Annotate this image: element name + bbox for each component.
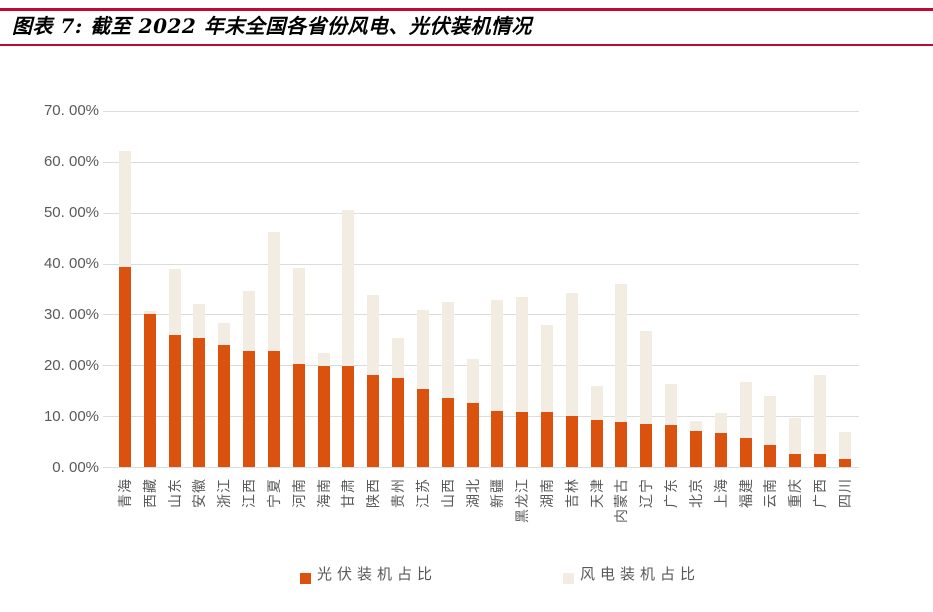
x-axis-label: 湖北: [464, 478, 481, 508]
pv-bar: [466, 403, 479, 468]
x-axis-label: 福建: [737, 478, 754, 508]
y-axis-tick-label: 40. 00%: [43, 255, 99, 273]
pv-bar: [714, 432, 727, 468]
pv-bar: [441, 398, 454, 468]
gridline: [103, 365, 859, 367]
pv-bar: [119, 266, 131, 468]
pv-bar: [143, 313, 156, 468]
x-axis-label: 天津: [588, 478, 605, 508]
pv-bar: [814, 453, 827, 468]
pv-bar: [317, 365, 330, 468]
pv-bar: [665, 424, 678, 468]
pv-bar: [168, 335, 181, 468]
gridline: [103, 416, 859, 418]
x-axis-label: 宁夏: [265, 478, 282, 508]
y-axis-tick-label: 60. 00%: [43, 153, 99, 171]
x-axis-label: 广西: [812, 478, 829, 508]
gridline: [103, 212, 859, 214]
x-axis-label: 安徽: [191, 478, 208, 508]
pv-bar: [689, 431, 702, 468]
gridline: [103, 467, 859, 468]
x-axis-label: 江西: [241, 478, 258, 508]
y-axis-tick-label: 50. 00%: [43, 204, 99, 222]
x-axis-label: 新疆: [489, 478, 506, 508]
pv-bar: [218, 344, 231, 468]
x-axis-label: 广东: [663, 478, 680, 508]
pv-bar: [838, 459, 851, 468]
y-axis-tick-label: 30. 00%: [43, 305, 99, 323]
x-axis-label: 江苏: [414, 478, 431, 508]
x-axis-label: 湖南: [539, 478, 555, 508]
pv-bar: [243, 350, 256, 468]
y-axis-tick-label: 70. 00%: [43, 102, 99, 120]
pv-bar: [789, 453, 802, 468]
x-axis-label: 贵州: [390, 478, 407, 508]
y-axis-tick-label: 10. 00%: [43, 407, 99, 425]
pv-bar: [367, 374, 380, 468]
x-axis-label: 浙江: [216, 478, 233, 508]
pv-bar: [565, 415, 578, 468]
pv-bar: [267, 351, 280, 468]
pv-bar: [491, 410, 504, 468]
legend-label-pv: 光伏装机占比: [317, 566, 438, 583]
x-axis-label: 西藏: [141, 478, 158, 508]
x-axis-label: 北京: [687, 478, 704, 508]
x-axis-label: 上海: [712, 478, 729, 508]
x-axis-label: 海南: [315, 478, 332, 508]
x-axis-label: 陕西: [365, 478, 382, 508]
pv-bar: [392, 377, 405, 468]
x-axis-label: 山西: [439, 478, 456, 508]
pv-bar: [342, 366, 355, 468]
pv-bar: [416, 389, 429, 468]
header-bottom-rule: [0, 44, 933, 46]
gridline: [103, 110, 859, 112]
pv-bar: [193, 338, 206, 468]
gridline: [103, 263, 859, 265]
wind-bar: [838, 431, 851, 468]
x-axis-label: 重庆: [787, 478, 804, 508]
pv-bar: [541, 412, 553, 468]
x-axis-label: 山东: [166, 478, 183, 508]
pv-bar: [764, 444, 777, 468]
legend-label-wind: 风电装机占比: [580, 566, 701, 583]
x-axis-label: 吉林: [563, 478, 580, 508]
x-axis-label: 辽宁: [638, 478, 655, 508]
x-axis-label: 内蒙古: [613, 478, 630, 523]
pv-bar: [516, 411, 529, 468]
x-axis-label: 青海: [117, 478, 133, 508]
x-axis-label: 甘肃: [340, 478, 357, 508]
pv-bar: [739, 438, 752, 468]
x-axis-label: 云南: [762, 478, 779, 508]
legend-swatch-pv-icon: [300, 573, 311, 584]
legend-swatch-wind-icon: [563, 573, 574, 584]
x-axis-label: 黑龙江: [514, 478, 531, 523]
header-top-rule: [0, 8, 933, 11]
pv-bar: [615, 421, 628, 468]
y-axis-tick-label: 0. 00%: [52, 458, 99, 476]
pv-bar: [590, 419, 603, 468]
wind-bar: [814, 374, 827, 468]
y-axis-tick-label: 20. 00%: [43, 356, 99, 374]
wind-bar: [615, 283, 628, 468]
x-axis-label: 四川: [836, 478, 853, 508]
x-axis-label: 河南: [290, 478, 307, 508]
figure-title: 图表 7: 截至 2022 年末全国各省份风电、光伏装机情况: [12, 14, 532, 38]
gridline: [103, 161, 859, 163]
pv-bar: [292, 364, 305, 468]
gridline: [103, 314, 859, 316]
pv-bar: [640, 424, 653, 468]
